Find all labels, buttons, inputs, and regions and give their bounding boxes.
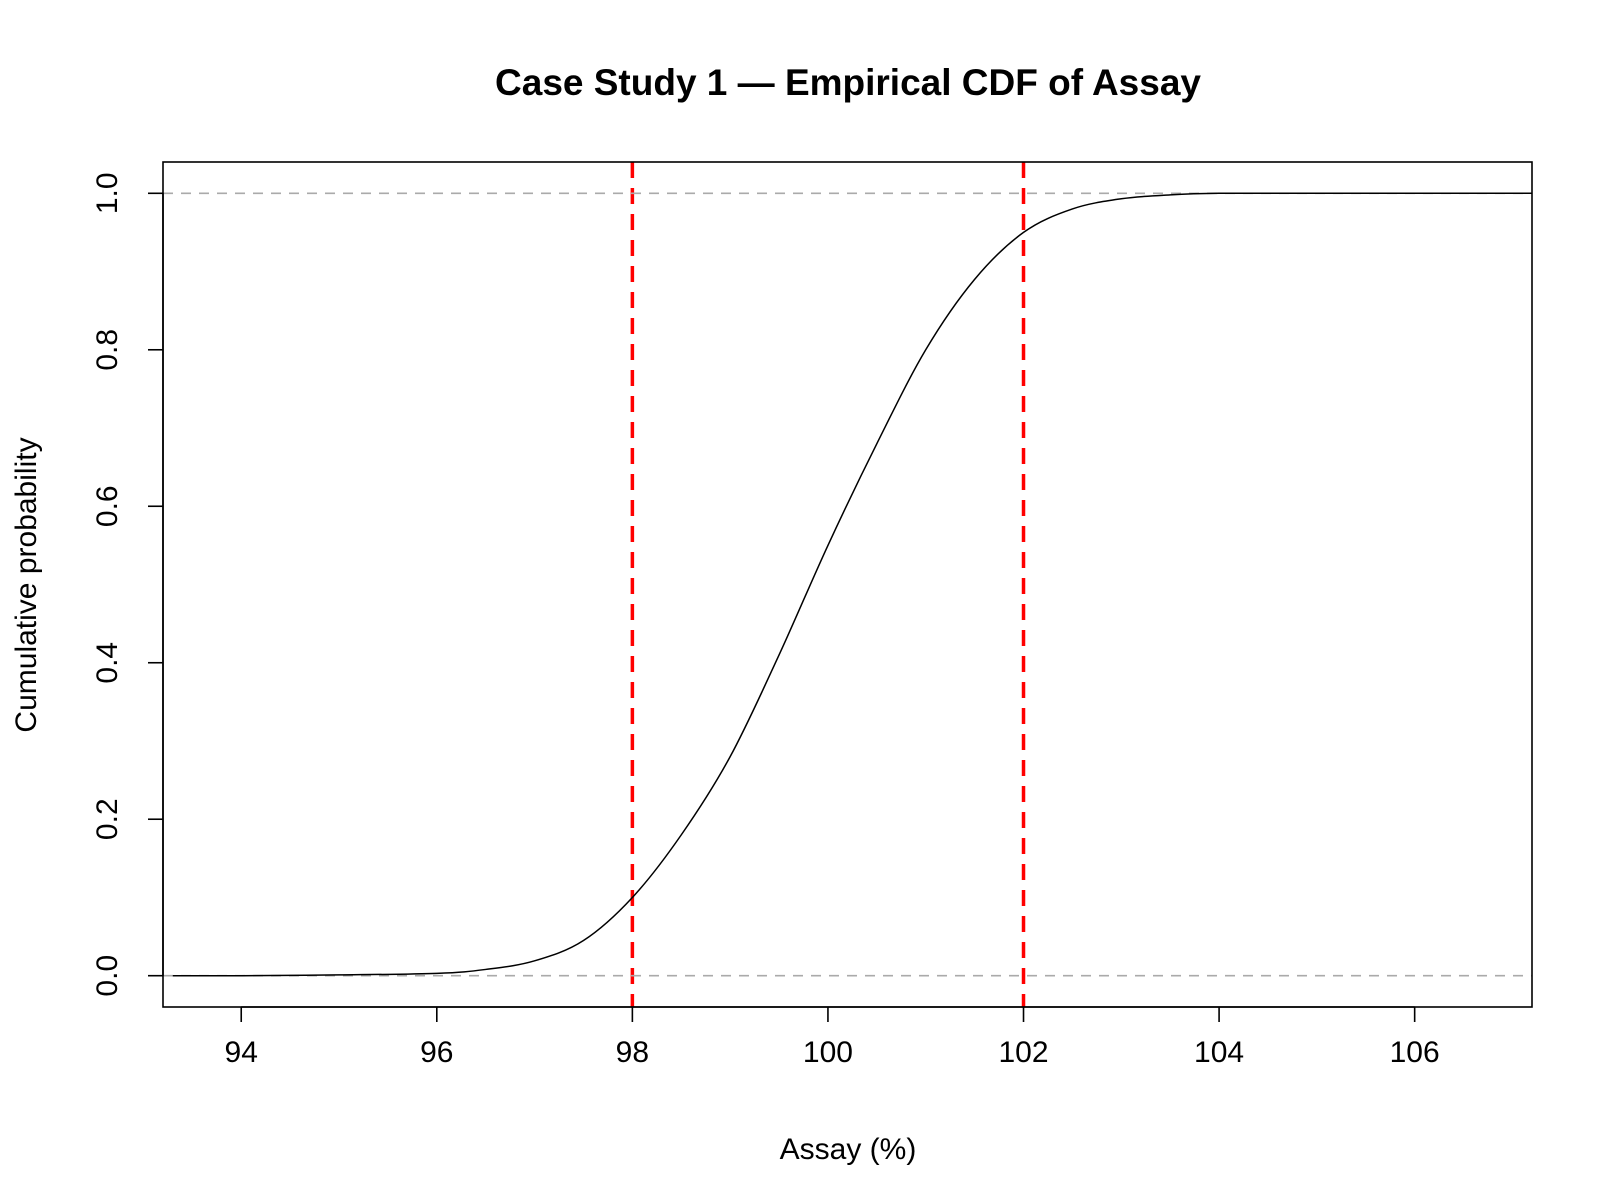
y-tick-label-2: 0.4 [91,642,124,684]
y-tick-label-0: 0.0 [91,955,124,997]
series-group [172,192,1533,977]
x-tick-label-0: 94 [225,1036,258,1069]
plot-frame [162,161,1533,1008]
y-tick-label-3: 0.6 [91,485,124,527]
x-axis-label: Assay (%) [780,1133,917,1166]
y-axis-label: Cumulative probability [10,437,43,732]
y-tick-label-1: 0.2 [91,798,124,840]
y-axis: 0.0 0.2 0.4 0.6 0.8 1.0 [91,172,164,997]
y-tick-label-4: 0.8 [91,329,124,371]
x-tick-label-3: 100 [803,1036,853,1069]
x-tick-label-5: 104 [1194,1036,1244,1069]
reference-lines [163,162,1532,1007]
chart-title: Case Study 1 — Empirical CDF of Assay [495,62,1201,103]
x-tick-label-1: 96 [420,1036,453,1069]
x-tick-label-2: 98 [616,1036,649,1069]
x-axis: 94 96 98 100 102 104 106 [225,1006,1440,1069]
x-tick-label-4: 102 [998,1036,1048,1069]
y-tick-label-5: 1.0 [91,172,124,214]
x-tick-label-6: 106 [1390,1036,1440,1069]
cdf-series-line-0 [172,192,1533,977]
